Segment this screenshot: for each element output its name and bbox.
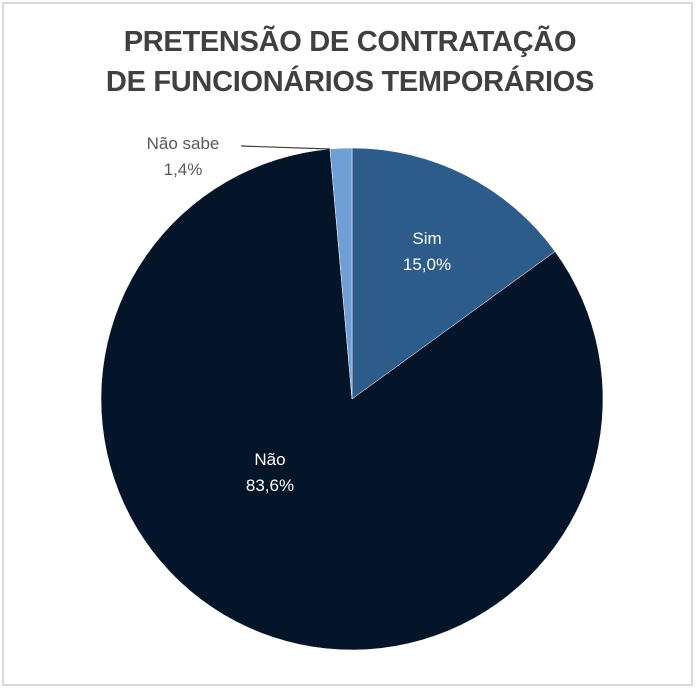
label-sim: Sim 15,0%: [392, 226, 462, 278]
leader-line: [240, 145, 331, 150]
chart-title-line-2: DE FUNCIONÁRIOS TEMPORÁRIOS: [105, 66, 595, 98]
chart-title-line-1: PRETENSÃO DE CONTRATAÇÃO: [123, 26, 577, 58]
label-nao-name: Não: [254, 450, 286, 469]
label-sim-name: Sim: [412, 229, 442, 248]
label-nao: Não 83,6%: [235, 447, 305, 499]
label-nao-sabe-value: 1,4%: [163, 160, 203, 179]
slice-nao: [100, 148, 604, 651]
label-nao-sabe-name: Não sabe: [146, 134, 220, 153]
label-nao-sabe: Não sabe 1,4%: [128, 131, 238, 183]
slice-sim: [351, 147, 556, 400]
label-sim-value: 15,0%: [402, 255, 452, 274]
label-nao-value: 83,6%: [245, 476, 295, 495]
